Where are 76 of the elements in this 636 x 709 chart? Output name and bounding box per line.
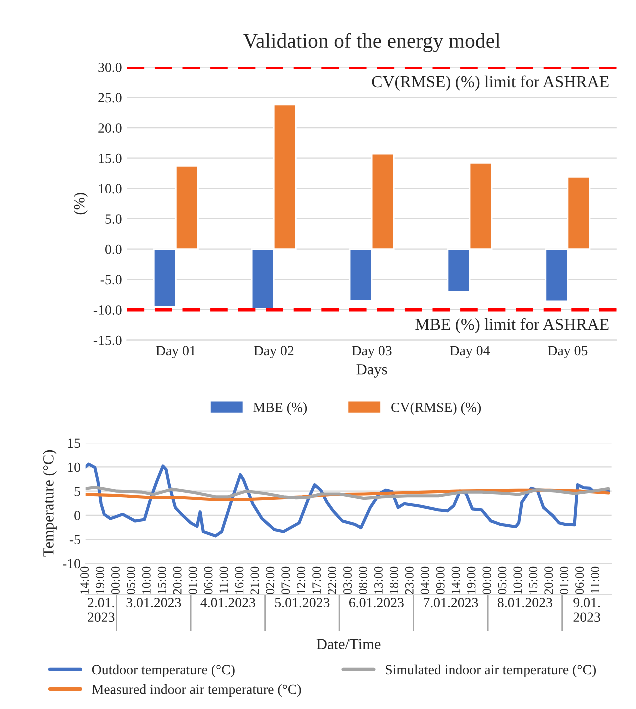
x-tick-label: 14:00	[80, 566, 90, 594]
y-tick-label: 5	[74, 487, 80, 496]
y-tick-label: 15.0	[99, 154, 122, 164]
x2-tick-label: 4.01.2023	[200, 598, 256, 608]
x-tick-label: 00:00	[482, 566, 492, 594]
x-tick-label: 11:00	[591, 566, 600, 594]
legend-label: MBE (%)	[254, 402, 308, 416]
x-tick-label: 12:00	[297, 566, 306, 594]
x-tick-label: 19:00	[467, 566, 476, 594]
x-axis-title: Days	[356, 364, 388, 378]
y-tick-label: -10.0	[94, 306, 122, 316]
y-tick-label: 15	[68, 438, 80, 448]
y-tick-label: -15.0	[94, 336, 122, 346]
line-series	[86, 486, 610, 500]
chart-title: Validation of the energy model	[243, 33, 500, 52]
x-tick-label: Day 03	[352, 346, 392, 358]
x-axis-title: Date/Time	[316, 639, 381, 650]
x-tick-label: 10:00	[514, 566, 522, 594]
x-tick-label: Day 02	[254, 346, 294, 358]
ref-line-label: MBE (%) limit for ASHRAE	[416, 318, 609, 334]
x-tick-label: 22:00	[328, 566, 337, 594]
x-tick-label: Day 01	[156, 346, 196, 358]
x-tick-label: 09:00	[436, 566, 445, 594]
x-tick-label: 07:00	[282, 566, 290, 594]
x-tick-label: 17:00	[312, 566, 322, 594]
ref-line-label: CV(RMSE) (%) limit for ASHRAE	[372, 76, 609, 91]
x-tick-label: 05:00	[498, 566, 507, 594]
y-tick-label: 10	[68, 462, 80, 472]
x-tick-label: 04:00	[420, 566, 430, 594]
y-tick-label: 10.0	[99, 184, 122, 194]
x-tick-label: 20:00	[544, 566, 554, 594]
x-tick-label: 10:00	[142, 566, 151, 594]
y-tick-label: 30.0	[98, 62, 122, 72]
x2-tick-label: 7.01.2023	[424, 598, 478, 608]
x-tick-label: 06:00	[576, 566, 584, 594]
legend-label: Simulated indoor air temperature (°C)	[386, 664, 596, 678]
x2-tick-label: 3.01.2023	[126, 598, 182, 608]
y-tick-label: -5	[70, 535, 80, 545]
x-tick-label: Day 05	[548, 346, 588, 358]
x-tick-label: 11:00	[220, 566, 228, 594]
x-tick-label: 13:00	[374, 566, 383, 594]
x2-tick-label: 9.01.2023	[574, 598, 600, 622]
x-tick-label: 21:00	[250, 566, 260, 594]
x2-tick-label: 5.01.2023	[275, 598, 330, 608]
y-axis-title: (%)	[74, 193, 88, 215]
x2-tick-label: 8.01.2023	[498, 598, 552, 608]
x-tick-label: 01:00	[560, 566, 569, 594]
x-tick-label: 01:00	[188, 566, 198, 594]
x-tick-label: 16:00	[235, 566, 244, 594]
y-tick-label: 0	[74, 511, 80, 520]
x-tick-label: 00:00	[111, 566, 120, 594]
x-tick-label: 03:00	[344, 566, 352, 594]
x2-tick-label: 2.01.2023	[88, 598, 115, 622]
x-tick-label: 02:00	[266, 566, 275, 594]
x-tick-label: 06:00	[204, 566, 213, 594]
x-tick-label: 14:00	[452, 566, 460, 594]
y-axis-title: Temperature (°C)	[43, 450, 57, 557]
y-tick-label: 5.0	[106, 214, 122, 224]
x-tick-label: 20:00	[173, 566, 182, 594]
x2-tick-label: 6.01.2023	[350, 598, 404, 608]
y-tick-label: -10	[63, 559, 80, 569]
legend-label: Outdoor temperature (°C)	[92, 664, 235, 678]
legend-label: CV(RMSE) (%)	[392, 402, 482, 416]
y-tick-label: -5.0	[100, 275, 122, 285]
y-tick-label: 20.0	[98, 124, 122, 134]
y-tick-label: 0.0	[106, 244, 122, 254]
x-tick-label: 23:00	[405, 566, 414, 594]
x-tick-label: 15:00	[158, 566, 166, 594]
x-tick-label: 19:00	[96, 566, 105, 594]
x-tick-label: 05:00	[126, 566, 136, 594]
legend-label: Measured indoor air temperature (°C)	[92, 684, 302, 698]
x-tick-label: 15:00	[529, 566, 538, 594]
y-tick-label: 25.0	[98, 93, 122, 103]
x-tick-label: 18:00	[390, 566, 398, 594]
x-tick-label: 08:00	[359, 566, 368, 594]
x-tick-label: Day 04	[450, 346, 490, 358]
